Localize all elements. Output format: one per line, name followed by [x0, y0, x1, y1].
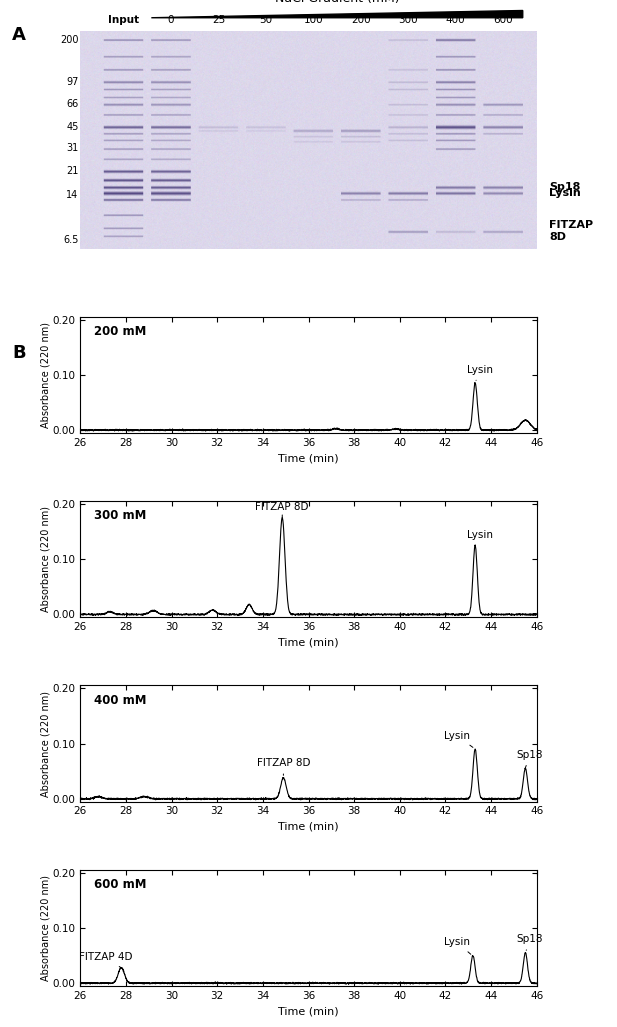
Text: 0: 0 [168, 15, 175, 25]
Text: Lysin: Lysin [466, 530, 493, 545]
Text: FITZAP
8D: FITZAP 8D [549, 221, 593, 242]
Text: 25: 25 [212, 15, 225, 25]
Text: 400 mM: 400 mM [94, 693, 146, 707]
Text: B: B [12, 344, 26, 363]
Text: 300: 300 [399, 15, 418, 25]
Y-axis label: Absorbance (220 nm): Absorbance (220 nm) [41, 506, 51, 612]
X-axis label: Time (min): Time (min) [278, 1006, 339, 1017]
Text: 31: 31 [66, 144, 78, 153]
Y-axis label: Absorbance (220 nm): Absorbance (220 nm) [41, 875, 51, 981]
Text: 200: 200 [351, 15, 371, 25]
Text: NaCl Gradient (mM): NaCl Gradient (mM) [275, 0, 399, 5]
Text: 300 mM: 300 mM [94, 509, 146, 523]
Text: 66: 66 [66, 100, 78, 109]
Text: Lysin: Lysin [444, 731, 473, 748]
Text: Sp18: Sp18 [516, 750, 543, 768]
Text: 200: 200 [60, 35, 78, 44]
Text: Sp18: Sp18 [549, 182, 581, 192]
X-axis label: Time (min): Time (min) [278, 822, 339, 832]
Text: 100: 100 [304, 15, 323, 25]
Text: Input: Input [108, 15, 139, 25]
Text: 21: 21 [66, 166, 78, 176]
Text: 45: 45 [66, 121, 78, 131]
Text: 600: 600 [493, 15, 513, 25]
Text: FITZAP 8D: FITZAP 8D [255, 502, 309, 518]
X-axis label: Time (min): Time (min) [278, 453, 339, 463]
X-axis label: Time (min): Time (min) [278, 638, 339, 648]
Text: 6.5: 6.5 [63, 235, 78, 244]
Text: 97: 97 [66, 77, 78, 86]
Y-axis label: Absorbance (220 nm): Absorbance (220 nm) [41, 321, 51, 428]
Text: 50: 50 [259, 15, 273, 25]
Text: Lysin: Lysin [466, 365, 493, 380]
Text: Lysin: Lysin [549, 188, 581, 197]
Text: 400: 400 [445, 15, 465, 25]
Text: 200 mM: 200 mM [94, 325, 146, 338]
Text: 14: 14 [66, 190, 78, 200]
Text: Sp18: Sp18 [516, 935, 543, 950]
Text: FITZAP 8D: FITZAP 8D [257, 758, 310, 775]
Text: Lysin: Lysin [444, 938, 471, 954]
Y-axis label: Absorbance (220 nm): Absorbance (220 nm) [41, 690, 51, 797]
Polygon shape [151, 10, 523, 17]
Text: FITZAP 4D: FITZAP 4D [78, 952, 132, 967]
Text: A: A [12, 26, 26, 44]
Text: 600 mM: 600 mM [94, 878, 146, 891]
